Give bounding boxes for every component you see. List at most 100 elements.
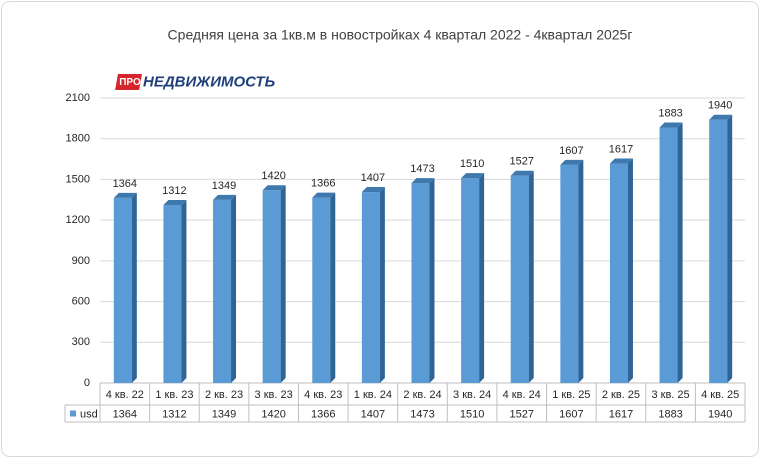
bar-front (709, 119, 728, 383)
bar-top (163, 199, 187, 205)
bar-side (677, 122, 683, 383)
bar-top (411, 178, 435, 184)
bar-top (659, 122, 683, 128)
data-label: 1420 (261, 170, 285, 182)
data-label: 1312 (162, 185, 186, 197)
bar (213, 194, 237, 383)
data-label: 1607 (559, 145, 583, 157)
bar-side (280, 185, 286, 383)
data-label: 1510 (460, 158, 484, 170)
bar-side (231, 194, 237, 383)
legend-label: usd (80, 408, 98, 420)
bar (659, 122, 683, 383)
table-value: 1407 (361, 408, 385, 420)
legend-key (70, 410, 76, 417)
data-label: 1527 (509, 156, 533, 168)
bar-top (312, 192, 336, 198)
y-tick-label: 1500 (66, 173, 90, 185)
logo-text: НЕДВИЖИМОСТЬ (143, 73, 276, 90)
bar-side (379, 187, 385, 383)
x-tick-label: 4 кв. 24 (503, 389, 541, 401)
y-tick-label: 600 (72, 295, 90, 307)
bar (510, 170, 534, 383)
x-tick-label: 1 кв. 24 (354, 389, 392, 401)
bar-top (213, 194, 237, 200)
bar-side (429, 178, 435, 383)
y-tick-label: 900 (72, 255, 90, 267)
bar-front (361, 192, 380, 383)
bar (262, 185, 286, 383)
bar-front (113, 197, 132, 383)
chart-title: Средняя цена за 1кв.м в новостройках 4 к… (168, 27, 633, 43)
data-label: 1940 (708, 100, 732, 112)
table-value: 1510 (460, 408, 484, 420)
bar-front (560, 164, 579, 383)
x-tick-label: 2 кв. 23 (205, 389, 243, 401)
bar-top (560, 159, 584, 165)
data-label: 1364 (113, 178, 137, 190)
bar-top (609, 158, 633, 164)
bar-top (262, 185, 286, 191)
bar-front (163, 204, 182, 383)
bar (461, 173, 485, 383)
bar-side (727, 114, 733, 383)
table-value: 1366 (311, 408, 335, 420)
data-label: 1883 (658, 107, 682, 119)
bar (113, 192, 137, 383)
bar-front (461, 178, 480, 383)
bar-side (528, 170, 534, 383)
table-value: 1607 (559, 408, 583, 420)
x-tick-label: 4 кв. 23 (304, 389, 342, 401)
data-label: 1617 (609, 143, 633, 155)
logo-badge (115, 74, 142, 90)
y-tick-label: 300 (72, 336, 90, 348)
bar-side (181, 199, 187, 383)
bar-front (411, 183, 430, 383)
bar-front (659, 127, 678, 383)
table-value: 1527 (509, 408, 533, 420)
table-value: 1473 (410, 408, 434, 420)
bar (361, 187, 385, 383)
bar-top (361, 187, 385, 193)
x-tick-label: 3 кв. 24 (453, 389, 491, 401)
logo-badge-text: ПРО (119, 77, 141, 88)
bar-top (461, 173, 485, 179)
x-tick-label: 3 кв. 25 (651, 389, 689, 401)
bar-side (578, 159, 584, 383)
bar-front (609, 163, 628, 383)
x-tick-label: 4 кв. 25 (701, 389, 739, 401)
table-value: 1940 (708, 408, 732, 420)
bar-top (510, 170, 534, 176)
y-tick-label: 2100 (66, 92, 90, 104)
bar (312, 192, 336, 383)
x-tick-label: 1 кв. 25 (552, 389, 590, 401)
data-label: 1366 (311, 178, 335, 190)
x-tick-label: 2 кв. 24 (403, 389, 441, 401)
logo: ПРО НЕДВИЖИМОСТЬ (115, 73, 276, 90)
bar (560, 159, 584, 383)
data-label: 1473 (410, 163, 434, 175)
table-value: 1349 (212, 408, 236, 420)
table-value: 1883 (658, 408, 682, 420)
bar-side (627, 158, 633, 383)
x-tick-label: 4 кв. 22 (106, 389, 144, 401)
bar-front (213, 199, 232, 383)
table-value: 1312 (162, 408, 186, 420)
bar (609, 158, 633, 383)
bar-side (131, 192, 137, 383)
bar (709, 114, 733, 383)
bar (411, 178, 435, 383)
bar-top (113, 192, 137, 198)
x-tick-label: 3 кв. 23 (255, 389, 293, 401)
bar-front (262, 190, 281, 383)
table-value: 1617 (609, 408, 633, 420)
data-label: 1349 (212, 180, 236, 192)
data-label: 1407 (361, 172, 385, 184)
table-value: 1364 (113, 408, 137, 420)
bar-top (709, 114, 733, 120)
x-tick-label: 2 кв. 25 (602, 389, 640, 401)
bar-side (479, 173, 485, 383)
x-tick-label: 1 кв. 23 (155, 389, 193, 401)
bar-front (312, 197, 331, 383)
